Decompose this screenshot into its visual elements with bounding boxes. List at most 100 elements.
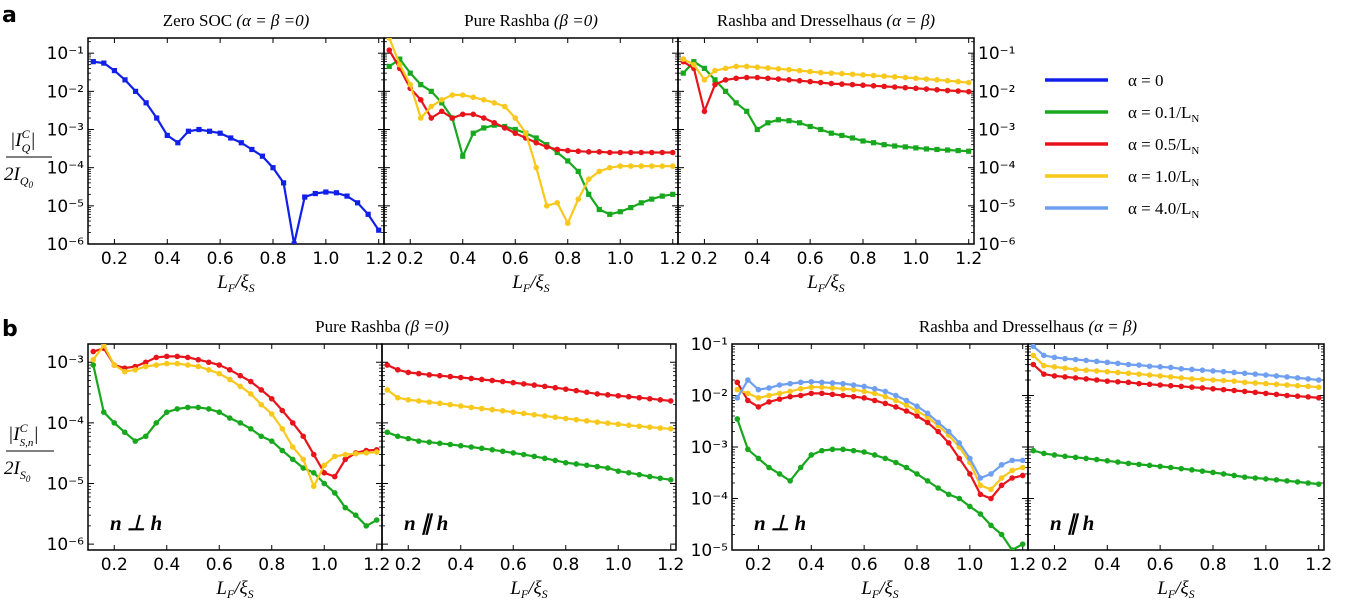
data-point	[153, 420, 160, 426]
legend-label: α = 0.1/LN	[1128, 103, 1199, 125]
data-point	[1263, 380, 1269, 387]
x-tick-label: 1.0	[1252, 555, 1279, 575]
data-point	[407, 70, 413, 76]
data-point	[184, 354, 191, 361]
data-point	[861, 383, 867, 390]
data-point	[967, 471, 973, 477]
data-point	[386, 63, 392, 70]
data-point	[457, 442, 464, 449]
data-point	[1062, 365, 1068, 371]
data-point	[583, 418, 590, 424]
data-point	[796, 120, 803, 126]
data-point	[617, 163, 624, 169]
data-point	[184, 404, 191, 411]
data-point	[754, 74, 761, 81]
data-point	[818, 126, 824, 133]
data-point	[1125, 361, 1132, 368]
x-tick-label: 1.0	[312, 249, 339, 269]
data-point	[541, 413, 548, 419]
data-point	[1315, 384, 1322, 390]
data-point	[174, 353, 181, 360]
data-point	[352, 512, 359, 518]
data-point	[786, 118, 792, 124]
data-point	[195, 404, 202, 411]
data-point	[734, 386, 741, 393]
data-point	[384, 387, 391, 393]
data-point	[258, 433, 265, 440]
data-point	[90, 348, 97, 355]
data-point	[881, 73, 887, 79]
x-tick-label: 0.6	[207, 249, 234, 269]
x-tick-label: 1.2	[659, 249, 686, 269]
data-point	[541, 383, 548, 390]
data-point	[1136, 371, 1142, 377]
data-point	[237, 420, 244, 426]
series-line	[388, 57, 673, 216]
data-point	[903, 397, 910, 404]
data-point	[604, 420, 611, 426]
data-point	[754, 126, 760, 133]
x-tick-label: 1.0	[956, 555, 983, 575]
data-point	[1083, 376, 1089, 382]
data-point	[667, 477, 674, 483]
y-tick-label: 10⁻⁴	[47, 159, 85, 179]
data-point	[840, 385, 846, 392]
data-point	[625, 470, 632, 476]
data-point	[1284, 382, 1290, 388]
data-point	[807, 78, 813, 85]
data-point	[988, 486, 994, 493]
data-point	[944, 87, 951, 94]
data-point	[1115, 360, 1121, 367]
chart-panel-a3: 0.2 0.4 0.6 0.8 1.0 1.2 LF/ξS 10⁻⁶ 10⁻⁵ 10⁻⁴ 10⁻³ 1…	[677, 11, 1016, 295]
data-point	[796, 77, 803, 84]
data-point	[111, 67, 118, 74]
data-point	[564, 220, 571, 227]
data-point	[175, 140, 181, 146]
data-point	[967, 455, 973, 462]
data-point	[775, 65, 782, 72]
panel-b-ylabel: |IC S,n| 2IS0	[4, 421, 54, 484]
x-tick-label: 0.2	[745, 555, 772, 575]
data-point	[163, 353, 170, 360]
data-point	[1252, 380, 1259, 386]
data-point	[1305, 376, 1311, 382]
series-line	[682, 60, 969, 115]
data-point	[354, 200, 361, 206]
x-axis-label: LF/ξS	[216, 272, 254, 295]
data-point	[1009, 457, 1015, 464]
data-point	[828, 80, 835, 87]
data-point	[436, 440, 443, 447]
panel-annotation: n ∥ h	[404, 511, 448, 535]
data-point	[1241, 474, 1248, 480]
data-point	[796, 67, 803, 74]
data-point	[648, 149, 655, 156]
data-point	[583, 389, 590, 396]
data-point	[988, 471, 994, 477]
data-point	[491, 100, 498, 106]
data-point	[870, 82, 877, 89]
data-point	[680, 56, 687, 62]
data-point	[966, 148, 972, 154]
data-point	[734, 379, 741, 386]
data-point	[418, 82, 424, 88]
data-point	[734, 416, 741, 422]
data-point	[849, 135, 856, 141]
data-point	[573, 387, 580, 394]
data-point	[1294, 375, 1301, 381]
data-point	[426, 372, 433, 378]
data-point	[1315, 377, 1322, 383]
data-point	[861, 395, 867, 401]
svg-text:2IQ0: 2IQ0	[4, 164, 34, 190]
data-point	[808, 384, 815, 390]
x-tick-label: 0.4	[447, 555, 474, 575]
data-point	[807, 68, 813, 75]
data-point	[1167, 464, 1174, 471]
data-point	[312, 190, 318, 197]
data-point	[554, 200, 561, 206]
data-point	[871, 452, 878, 458]
data-point	[1093, 368, 1100, 374]
series-line	[92, 344, 377, 490]
data-point	[1104, 368, 1111, 375]
data-point	[1167, 382, 1174, 389]
data-point	[893, 397, 899, 404]
